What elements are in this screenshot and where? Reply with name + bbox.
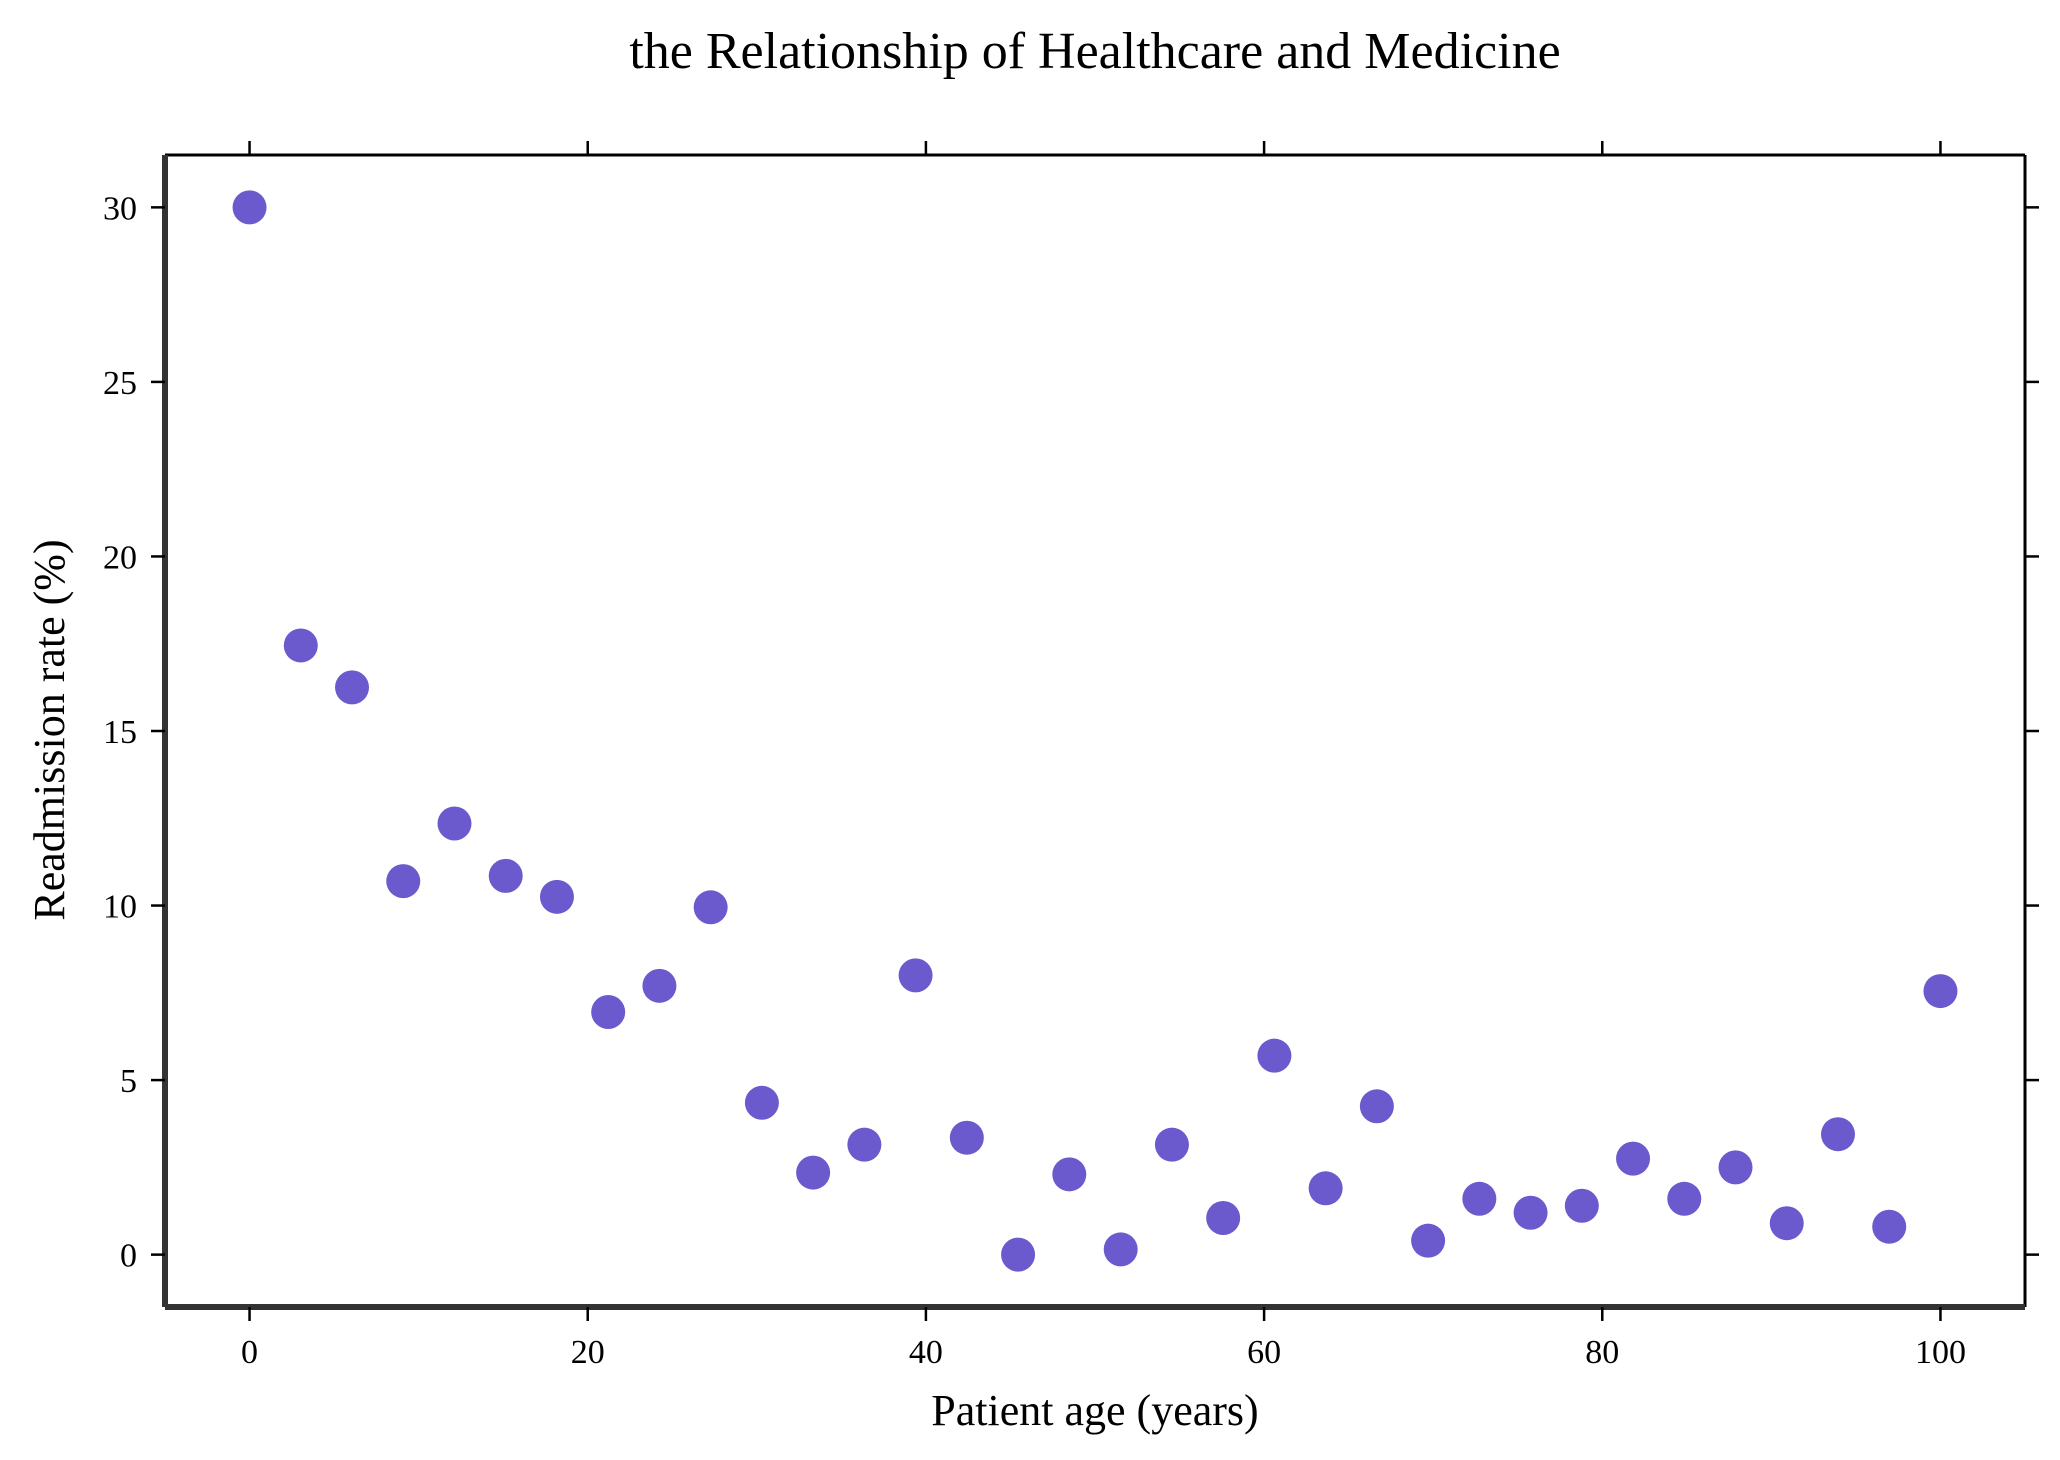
data-point [949, 1120, 984, 1155]
data-point [283, 628, 318, 663]
data-point [1206, 1200, 1241, 1235]
data-point [796, 1155, 831, 1190]
y-tick-label: 20 [103, 539, 137, 576]
y-tick-label: 30 [103, 190, 137, 227]
y-tick-label: 5 [120, 1063, 137, 1100]
x-tick-label: 80 [1585, 1334, 1619, 1371]
y-tick-label: 10 [103, 889, 137, 926]
y-tick-label: 15 [103, 714, 137, 751]
plot-frame [162, 153, 2027, 1310]
data-point [1564, 1188, 1599, 1223]
data-point [386, 864, 421, 899]
data-point [1718, 1150, 1753, 1185]
data-point [693, 890, 728, 925]
data-point [539, 879, 574, 914]
data-point [1154, 1127, 1189, 1162]
data-point [1513, 1195, 1548, 1230]
x-axis: 0 20 40 60 80 100 [241, 141, 1966, 1371]
data-point [1001, 1237, 1036, 1272]
data-point [1308, 1171, 1343, 1206]
data-point [1820, 1117, 1855, 1152]
data-point [1411, 1223, 1446, 1258]
data-point [1616, 1141, 1651, 1176]
data-point [898, 958, 933, 993]
data-point [232, 190, 267, 225]
data-point [1103, 1232, 1138, 1267]
data-point [1359, 1089, 1394, 1124]
data-point [744, 1085, 779, 1120]
data-point [1052, 1157, 1087, 1192]
data-point [1872, 1209, 1907, 1244]
x-tick-label: 100 [1915, 1334, 1966, 1371]
x-tick-label: 60 [1247, 1334, 1281, 1371]
data-point [642, 968, 677, 1003]
x-tick-label: 0 [241, 1334, 258, 1371]
data-point [437, 806, 472, 841]
data-point [591, 995, 626, 1030]
chart-title: the Relationship of Healthcare and Medic… [629, 23, 1560, 80]
data-points [232, 190, 1958, 1272]
data-point [1667, 1181, 1702, 1216]
y-axis: 0 5 10 15 20 25 30 [103, 190, 2039, 1275]
data-point [847, 1127, 882, 1162]
y-axis-label: Readmission rate (%) [25, 539, 74, 920]
data-point [1923, 974, 1958, 1009]
x-axis-label: Patient age (years) [931, 1386, 1258, 1435]
y-tick-label: 0 [120, 1238, 137, 1275]
data-point [488, 858, 523, 893]
x-tick-label: 20 [571, 1334, 605, 1371]
y-tick-label: 25 [103, 365, 137, 402]
data-point [1769, 1206, 1804, 1241]
data-point [335, 670, 370, 705]
data-point [1462, 1181, 1497, 1216]
data-point [1257, 1038, 1292, 1073]
x-tick-label: 40 [909, 1334, 943, 1371]
